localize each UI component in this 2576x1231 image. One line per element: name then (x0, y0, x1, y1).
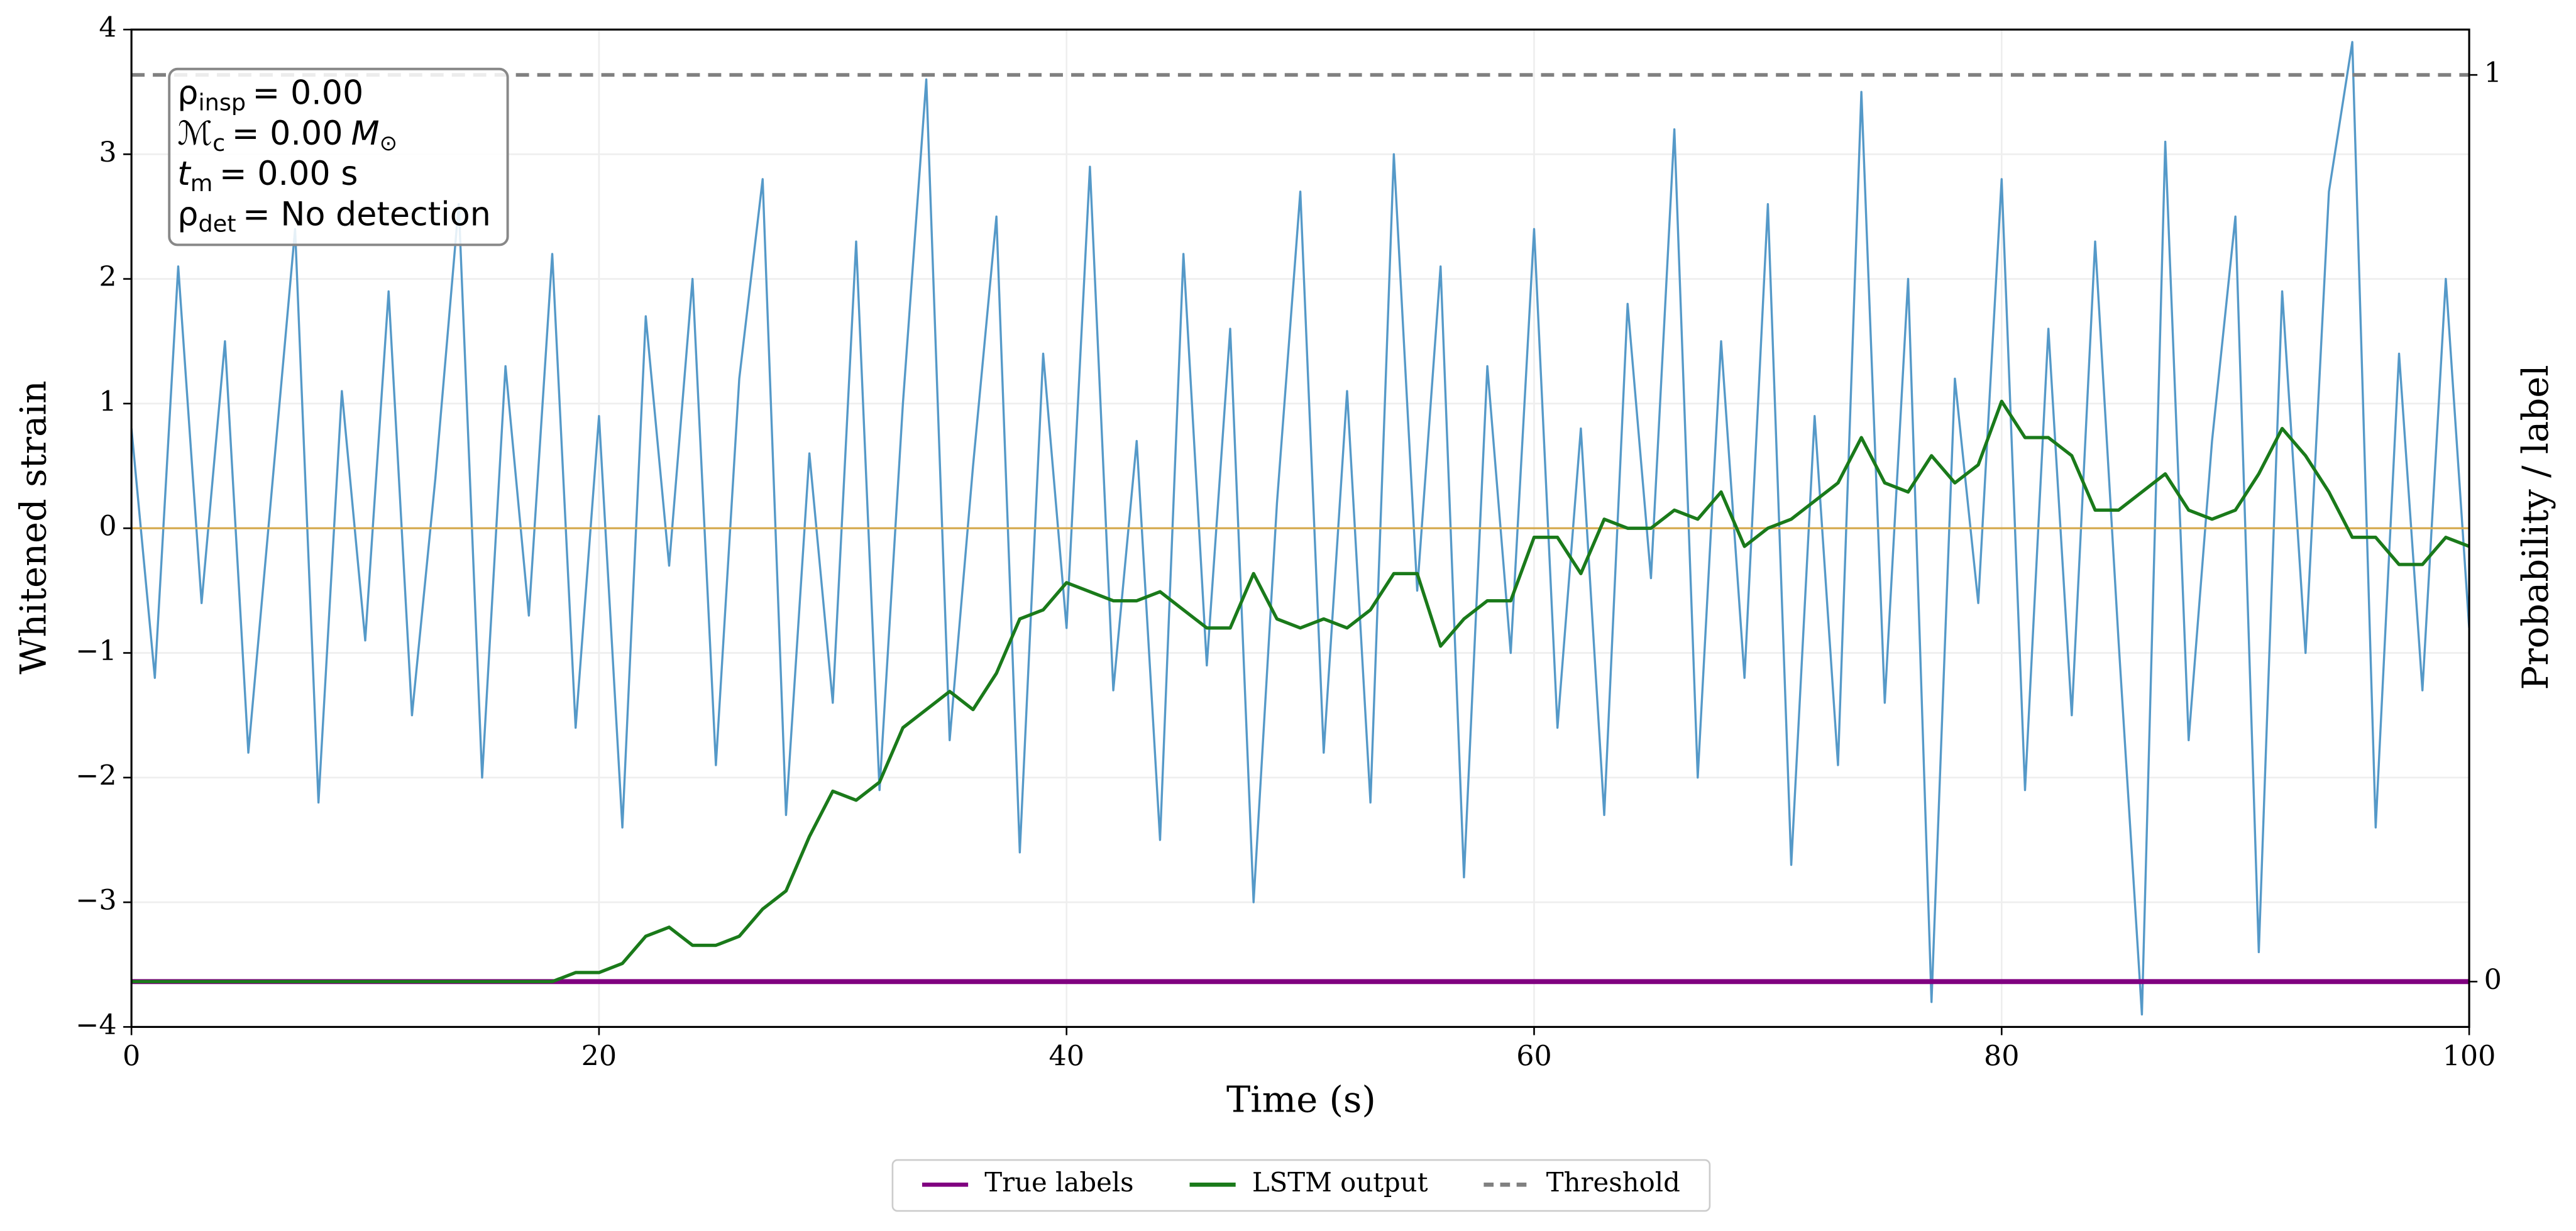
y-tick-label: −4 (75, 1009, 116, 1041)
y-tick-label: 3 (99, 136, 116, 168)
annotation-part: ℳ (177, 114, 212, 153)
annotation-part: ⊙ (380, 130, 397, 155)
legend-frame (891, 1159, 1711, 1212)
y-tick-label: 1 (99, 385, 116, 417)
legend: True labels LSTM output Threshold (891, 1159, 1711, 1212)
annotation: ρdet = No detection (177, 195, 491, 237)
y-axis-label: Whitened strain (13, 380, 55, 674)
y-tick-label: −2 (75, 759, 116, 792)
y2-tick-label: 0 (2484, 964, 2502, 996)
annotation-part: = 0.00 (232, 114, 343, 153)
annotation-part: t (177, 155, 192, 193)
legend-label: LSTM output (1252, 1167, 1428, 1198)
legend-label: Threshold (1546, 1167, 1680, 1198)
x-tick-label: 100 (2443, 1041, 2496, 1073)
x-tick-label: 0 (123, 1041, 140, 1073)
annotation-part: ρ (177, 195, 198, 233)
x-tick-label: 60 (1516, 1041, 1552, 1073)
y-tick-label: −1 (75, 635, 116, 667)
annotation-frame (168, 67, 509, 246)
annotation-part: ρ (177, 74, 198, 113)
y-tick-label: 0 (99, 511, 116, 543)
plot-frame (130, 28, 2470, 1028)
annotation-part: c (212, 129, 225, 156)
y-tick-label: 2 (99, 261, 116, 293)
annotation-part: M (351, 114, 380, 153)
y2-tick-label: 1 (2484, 57, 2502, 89)
x-tick-label: 20 (581, 1041, 617, 1073)
annotation: tm = 0.00 s (177, 155, 358, 197)
annotation-part: = No detection (243, 195, 491, 233)
y-tick-label: −3 (75, 885, 116, 917)
x-axis-label: Time (s) (1226, 1079, 1376, 1121)
y2-axis-label: Probability / label (2514, 365, 2557, 690)
legend-label: True labels (984, 1167, 1133, 1198)
series-line (131, 41, 2470, 1016)
x-tick-label: 40 (1049, 1041, 1084, 1073)
annotation-part: = 0.00 s (219, 155, 358, 193)
x-tick-label: 80 (1984, 1041, 2020, 1073)
annotation-part: det (198, 210, 236, 237)
plot-area (131, 41, 2470, 1016)
annotation: ρinsp = 0.00 (177, 74, 363, 116)
y-tick-label: 4 (99, 12, 116, 44)
annotation-part: insp (198, 89, 246, 116)
series-line (131, 399, 2470, 983)
annotation-part: m (190, 170, 213, 197)
annotation-part: = 0.00 (253, 74, 364, 113)
annotation: ℳc = 0.00 M⊙ (177, 114, 397, 157)
